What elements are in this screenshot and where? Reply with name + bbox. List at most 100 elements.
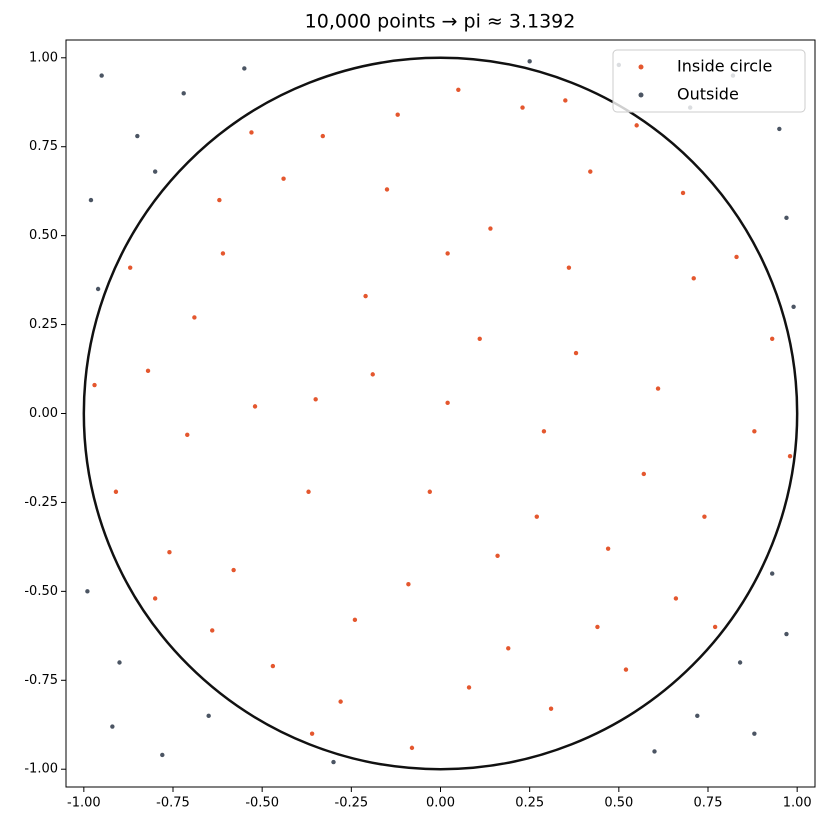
legend-marker: [638, 92, 644, 98]
point: [563, 98, 568, 103]
point: [167, 550, 172, 555]
point: [752, 731, 757, 736]
x-tick-label: -0.25: [335, 796, 369, 811]
point: [370, 372, 375, 377]
point: [784, 215, 789, 221]
point: [281, 176, 286, 181]
point: [384, 187, 390, 192]
point: [152, 596, 158, 601]
point: [145, 368, 151, 374]
point: [520, 105, 525, 110]
point: [331, 759, 336, 765]
point: [488, 226, 493, 231]
point: [395, 112, 400, 117]
point: [363, 293, 368, 299]
legend-marker: [638, 64, 644, 70]
x-tick-label: -0.50: [245, 796, 279, 811]
point: [160, 752, 165, 758]
point: [588, 169, 593, 174]
point: [85, 589, 90, 594]
plot-frame: [65, 39, 816, 788]
point: [206, 713, 211, 719]
y-tick-label: -0.25: [24, 495, 58, 510]
point: [92, 382, 97, 388]
x-tick-label: 0.25: [515, 796, 544, 811]
point: [313, 397, 318, 402]
y-tick-label: 0.75: [29, 139, 58, 154]
point: [88, 197, 94, 203]
point: [634, 123, 639, 128]
point: [737, 660, 743, 665]
point: [306, 489, 311, 494]
point: [548, 706, 554, 711]
point: [210, 628, 215, 633]
point: [99, 73, 104, 78]
y-tick-label: 0.25: [29, 317, 58, 332]
point: [117, 660, 122, 665]
point: [270, 663, 276, 669]
point: [181, 91, 186, 96]
legend-frame: [612, 49, 806, 113]
point: [320, 133, 325, 139]
point: [445, 251, 450, 256]
unit-circle: [82, 56, 799, 771]
point: [641, 471, 646, 477]
point: [113, 489, 119, 494]
point: [787, 453, 793, 459]
point: [784, 631, 789, 637]
point: [309, 731, 315, 736]
x-tick-label: 0.75: [694, 796, 723, 811]
x-tick-label: 1.00: [783, 796, 812, 811]
x-tick-label: -0.75: [156, 796, 190, 811]
point: [217, 197, 222, 203]
point: [734, 254, 739, 260]
point: [506, 646, 511, 651]
point: [541, 429, 547, 434]
point: [534, 514, 539, 519]
point: [466, 685, 472, 690]
point: [135, 133, 140, 139]
point: [185, 432, 190, 438]
point: [152, 169, 158, 174]
point: [220, 251, 226, 256]
point: [409, 745, 415, 751]
point: [128, 265, 133, 270]
point: [456, 87, 461, 93]
y-tick-label: 0.50: [29, 228, 58, 243]
point: [477, 336, 482, 341]
point: [95, 286, 101, 292]
chart-title: 10,000 points → pi ≈ 3.1392: [305, 11, 576, 33]
point: [655, 386, 661, 391]
point: [427, 489, 432, 494]
y-tick-label: 0.00: [29, 406, 58, 421]
y-tick-label: -1.00: [24, 762, 58, 777]
y-tick-label: -0.50: [24, 584, 58, 599]
point: [249, 130, 254, 135]
point: [110, 724, 115, 729]
point: [770, 336, 775, 341]
point: [680, 190, 686, 196]
point: [406, 582, 411, 587]
point: [566, 265, 572, 270]
point: [527, 59, 532, 64]
point: [777, 126, 782, 132]
point: [352, 617, 358, 623]
point: [712, 624, 718, 630]
point: [192, 315, 197, 320]
point: [752, 429, 757, 434]
point: [695, 713, 700, 719]
point: [702, 514, 707, 519]
point: [252, 404, 258, 409]
point: [231, 567, 236, 573]
point: [445, 400, 450, 406]
point: [623, 667, 629, 672]
x-tick-label: 0.00: [426, 796, 455, 811]
point: [605, 546, 611, 551]
legend-label: Outside: [677, 85, 739, 104]
point: [495, 553, 500, 558]
point: [573, 350, 579, 356]
point: [338, 699, 343, 704]
point: [691, 276, 696, 281]
